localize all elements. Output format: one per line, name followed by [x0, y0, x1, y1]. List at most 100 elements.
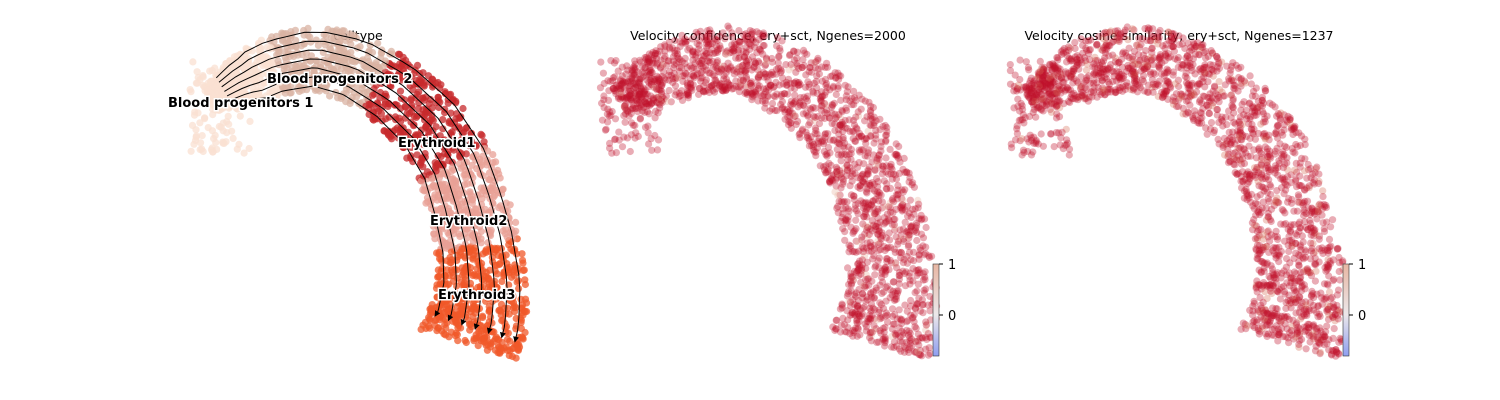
- cell-point: [912, 224, 920, 232]
- cell-point: [469, 299, 477, 307]
- cell-point: [866, 315, 875, 324]
- cell-point: [713, 79, 721, 87]
- cell-point: [873, 174, 881, 182]
- cell-point: [862, 205, 871, 213]
- cell-point: [704, 41, 712, 50]
- cell-point: [868, 328, 876, 336]
- cell-point: [381, 97, 389, 106]
- cell-point: [886, 204, 894, 212]
- cell-point: [878, 267, 886, 275]
- cell-point: [1285, 247, 1293, 256]
- cell-point: [1090, 87, 1098, 95]
- cell-point: [882, 309, 890, 317]
- cell-point: [811, 104, 820, 112]
- cell-point: [743, 89, 751, 97]
- cell-point: [245, 144, 253, 153]
- cell-point: [872, 131, 880, 139]
- cell-point: [723, 50, 731, 58]
- cell-point: [395, 69, 403, 77]
- cell-point: [658, 98, 667, 106]
- cell-point: [791, 112, 799, 120]
- cell-point: [675, 64, 684, 72]
- cell-point: [409, 86, 417, 94]
- cell-point: [215, 122, 223, 131]
- cell-point: [190, 111, 199, 119]
- cell-point: [728, 29, 736, 37]
- cell-point: [836, 140, 844, 148]
- cell-point: [883, 128, 891, 136]
- colorbar-tick-label: 0: [948, 309, 956, 324]
- cell-point: [497, 244, 505, 253]
- cell-point: [803, 50, 811, 58]
- cell-point: [841, 81, 849, 89]
- cell-point: [287, 81, 295, 89]
- cell-point: [835, 139, 843, 147]
- cell-point: [803, 134, 811, 142]
- cell-point: [920, 286, 928, 294]
- cell-point: [656, 104, 664, 112]
- cell-point: [810, 58, 819, 66]
- cell-point: [823, 150, 831, 158]
- cell-point: [901, 186, 909, 194]
- cell-point: [621, 104, 629, 112]
- cell-point: [1077, 35, 1085, 43]
- cell-point: [855, 285, 863, 294]
- cell-point: [480, 330, 489, 338]
- cell-point: [710, 80, 718, 88]
- cell-point: [831, 326, 839, 335]
- cell-point: [790, 56, 799, 64]
- cell-point: [765, 86, 773, 94]
- cell-point: [889, 312, 897, 320]
- cell-point: [710, 88, 719, 96]
- cell-point: [506, 337, 514, 345]
- cell-point: [742, 43, 750, 52]
- cell-point: [767, 81, 775, 89]
- cell-point: [759, 31, 767, 39]
- cell-point: [876, 239, 884, 247]
- cell-point: [838, 122, 846, 131]
- cell-point: [800, 61, 808, 70]
- cell-point: [917, 230, 926, 238]
- cell-point: [786, 112, 794, 120]
- cell-point: [890, 198, 898, 206]
- cell-point: [469, 174, 477, 182]
- cell-point: [419, 186, 427, 194]
- cell-point: [750, 63, 758, 71]
- cell-point: [262, 52, 270, 61]
- streamline: [218, 40, 508, 339]
- cell-point: [399, 143, 407, 152]
- cell-point: [616, 85, 625, 93]
- cell-point: [682, 91, 690, 99]
- cell-point: [224, 73, 232, 81]
- cell-point: [699, 67, 707, 75]
- cell-point: [854, 259, 862, 268]
- cell-point: [828, 120, 836, 128]
- cell-point: [879, 162, 887, 170]
- cell-point: [468, 231, 477, 239]
- cell-point: [1291, 149, 1299, 157]
- cell-point: [862, 135, 870, 143]
- cell-point: [631, 83, 640, 92]
- cell-point: [922, 321, 930, 329]
- cell-point: [841, 124, 849, 132]
- cell-point: [442, 187, 450, 195]
- cell-point: [312, 56, 320, 65]
- cell-point: [747, 79, 755, 87]
- cell-point: [838, 108, 846, 116]
- cell-point: [899, 165, 907, 173]
- cell-point: [461, 284, 469, 292]
- cell-point: [298, 51, 306, 59]
- cell-point: [889, 170, 898, 178]
- cell-point: [413, 151, 421, 159]
- cell-point: [888, 332, 896, 340]
- cell-point: [833, 145, 841, 153]
- cell-point: [883, 180, 891, 188]
- cell-point: [1222, 113, 1230, 121]
- cell-point: [742, 88, 750, 96]
- cell-point: [457, 113, 465, 121]
- cell-point: [915, 350, 923, 359]
- cell-point: [842, 151, 850, 159]
- cell-point: [641, 98, 650, 106]
- cell-point: [317, 71, 326, 79]
- cell-point: [776, 65, 785, 73]
